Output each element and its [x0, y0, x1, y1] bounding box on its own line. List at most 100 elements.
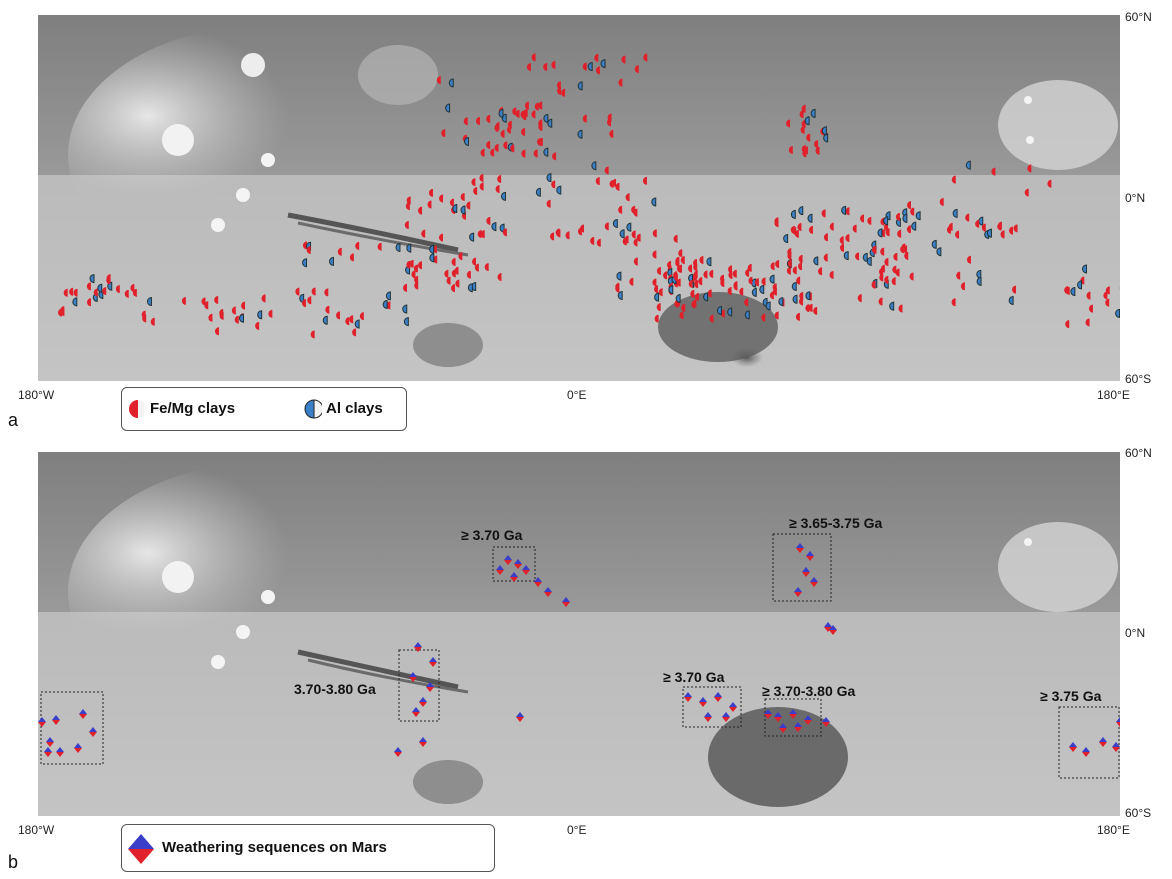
- lon-label-180w-b: 180°W: [18, 823, 55, 837]
- fe-mg-clay-marker: [455, 279, 460, 288]
- al-clay-marker: [976, 276, 982, 286]
- fe-mg-clay-marker: [893, 252, 898, 261]
- fe-mg-clay-marker: [631, 230, 636, 239]
- al-clay-marker: [72, 297, 78, 307]
- weathering-sequence-marker: [796, 543, 804, 553]
- fe-mg-clay-marker: [805, 304, 810, 313]
- al-clay-marker: [97, 283, 103, 293]
- fe-mg-clay-marker: [451, 258, 456, 267]
- weathering-sequence-marker: [779, 723, 787, 733]
- al-clay-marker: [792, 294, 798, 304]
- legend-fe-mg-clays: Fe/Mg clays: [150, 400, 236, 417]
- fe-mg-clay-marker: [788, 145, 793, 154]
- fe-mg-clay-marker: [703, 270, 708, 279]
- fe-mg-clay-marker: [615, 182, 620, 191]
- fe-mg-clay-marker: [349, 315, 354, 324]
- lon-label-180e-b: 180°E: [1097, 823, 1130, 837]
- fe-mg-clay-marker: [745, 268, 750, 277]
- fe-mg-clay-marker: [531, 53, 536, 62]
- fe-mg-clay-marker: [582, 114, 587, 123]
- fe-mg-clay-marker: [906, 225, 911, 234]
- fe-mg-clay-marker: [829, 270, 834, 279]
- al-clay-marker: [587, 62, 593, 72]
- al-clay-marker: [1070, 287, 1076, 297]
- al-clay-marker: [654, 292, 660, 302]
- fe-mg-clay-marker: [521, 127, 526, 136]
- al-clay-marker: [239, 313, 244, 323]
- al-clay-marker: [727, 307, 733, 317]
- fe-mg-clay-marker: [473, 187, 478, 196]
- fe-mg-clay-marker: [463, 117, 468, 126]
- weathering-sequence-marker: [829, 625, 837, 635]
- fe-mg-clay-marker: [652, 278, 657, 287]
- weathering-sequence-marker: [806, 551, 814, 561]
- fe-mg-clay-marker: [337, 247, 342, 256]
- al-clay-marker: [798, 206, 804, 216]
- al-clay-marker: [915, 211, 921, 221]
- weathering-sequence-marker: [419, 697, 427, 707]
- fe-mg-clay-marker: [852, 224, 857, 233]
- fe-mg-clay-marker: [806, 133, 811, 142]
- fe-mg-clay-marker: [534, 102, 539, 111]
- al-clay-marker: [107, 281, 113, 291]
- fe-mg-clay-marker: [656, 303, 661, 312]
- fe-mg-clay-marker: [444, 269, 449, 278]
- weathering-sequence-marker: [412, 707, 420, 717]
- fe-mg-clay-marker: [533, 149, 538, 158]
- age-label-6: ≥ 3.75 Ga: [1040, 688, 1102, 704]
- fe-mg-clay-marker: [939, 197, 944, 206]
- fe-mg-clay-marker: [692, 273, 697, 282]
- fe-mg-clay-marker: [324, 288, 329, 297]
- fe-mg-clay-marker: [1085, 318, 1090, 327]
- fe-mg-clay-marker: [966, 255, 971, 264]
- fe-mg-clay-marker: [654, 285, 659, 294]
- fe-mg-clay-marker: [446, 276, 451, 285]
- fe-mg-clay-marker: [86, 282, 91, 291]
- fe-mg-clay-marker: [652, 229, 657, 238]
- clay-deposit-markers: [58, 53, 1120, 339]
- fe-mg-clay-marker: [503, 141, 508, 150]
- fe-mg-clay-marker: [709, 269, 714, 278]
- fe-mg-clay-marker: [521, 149, 526, 158]
- panel-label-b: b: [8, 852, 19, 872]
- fe-mg-clay-marker: [786, 119, 791, 128]
- al-clay-marker: [626, 222, 632, 232]
- fe-mg-clay-marker: [798, 297, 803, 306]
- weathering-sequence-marker: [714, 692, 722, 702]
- weathering-sequence-marker: [1082, 747, 1090, 757]
- fe-mg-clay-marker: [414, 281, 419, 290]
- al-clay-marker: [931, 239, 937, 249]
- weathering-sequence-marker: [562, 597, 570, 607]
- al-clay-marker: [547, 118, 553, 128]
- fe-mg-clay-marker: [234, 315, 239, 324]
- fe-mg-clay-marker: [557, 86, 562, 95]
- fe-mg-clay-marker: [490, 148, 495, 157]
- fe-mg-clay-marker: [1024, 188, 1029, 197]
- fe-mg-clay-marker: [538, 101, 543, 110]
- fe-mg-clay-marker: [897, 229, 902, 238]
- al-clay-marker: [577, 129, 583, 139]
- fe-mg-clay-marker: [904, 251, 909, 260]
- fe-mg-clay-marker: [642, 176, 647, 185]
- fe-mg-clay-marker: [658, 288, 663, 297]
- fe-mg-clay-marker: [618, 78, 623, 87]
- fe-mg-clay-marker: [796, 276, 801, 285]
- al-clay-marker: [978, 216, 984, 226]
- weathering-sequence-marker: [704, 712, 712, 722]
- fe-mg-clay-marker: [1086, 291, 1091, 300]
- fe-mg-clay-marker: [794, 229, 799, 238]
- fe-mg-clay-marker: [484, 263, 489, 272]
- fe-mg-clay-marker: [607, 118, 612, 127]
- fe-mg-clay-marker: [909, 272, 914, 281]
- weathering-sequence-marker: [802, 567, 810, 577]
- fe-mg-clay-marker: [1008, 226, 1013, 235]
- al-clay-marker: [619, 229, 625, 239]
- al-clay-marker: [556, 185, 562, 195]
- fe-mg-clay-marker: [403, 283, 408, 292]
- fe-mg-clay-marker: [787, 259, 792, 268]
- fe-mg-clay-marker: [345, 317, 350, 326]
- fe-mg-clay-marker: [754, 278, 759, 287]
- fe-mg-clay-marker: [903, 245, 908, 254]
- fe-mg-clay-marker: [829, 222, 834, 231]
- al-clay-marker: [302, 258, 308, 268]
